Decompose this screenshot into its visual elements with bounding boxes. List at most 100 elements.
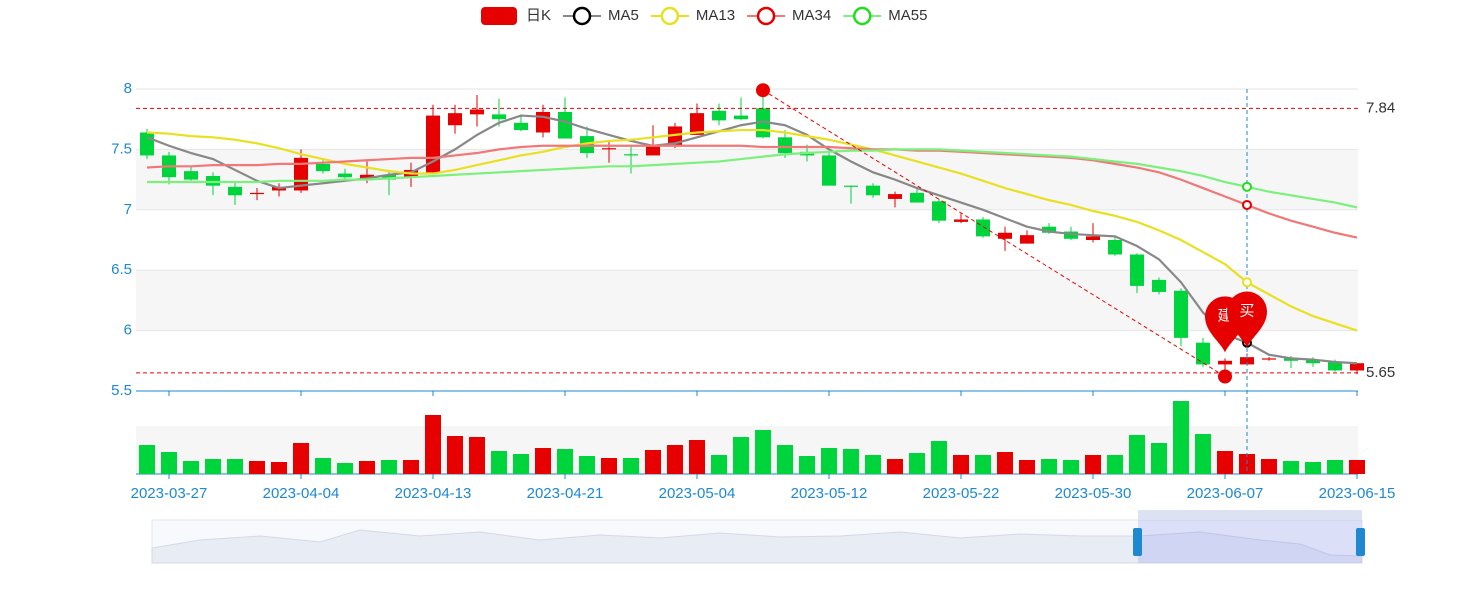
volume-bar xyxy=(315,458,331,474)
slider-handle[interactable] xyxy=(1133,528,1142,556)
candle-body xyxy=(470,109,484,115)
volume-bar xyxy=(469,437,485,474)
candle-body xyxy=(228,186,242,196)
candle-body xyxy=(1350,363,1364,371)
legend-icon xyxy=(481,7,517,25)
pin-shape xyxy=(1227,291,1267,348)
data-zoom-slider[interactable] xyxy=(151,510,1365,564)
volume-bar xyxy=(865,455,881,474)
legend-icon xyxy=(756,6,776,26)
volume-bar xyxy=(777,445,793,474)
mark-line-label: 5.65 xyxy=(1366,364,1395,381)
volume-bar xyxy=(293,443,309,474)
volume-bar xyxy=(931,441,947,474)
candle-body xyxy=(184,171,198,180)
volume-bar xyxy=(579,456,595,474)
cursor-point xyxy=(1242,277,1252,288)
volume-bar xyxy=(1349,460,1365,474)
candle-body xyxy=(558,111,572,139)
y-tick-label: 7 xyxy=(124,201,132,218)
x-tick-label: 2023-06-15 xyxy=(1319,485,1396,502)
volume-bar xyxy=(359,461,375,474)
candle-body xyxy=(602,148,616,150)
ma-line xyxy=(146,144,1358,239)
volume-bar xyxy=(711,455,727,474)
trend-point xyxy=(756,83,770,98)
legend-item[interactable]: MA34 xyxy=(747,6,831,26)
candle-body xyxy=(1196,342,1210,365)
mark-line-label: 7.84 xyxy=(1366,99,1395,116)
volume-bar xyxy=(689,440,705,474)
candle-body xyxy=(1328,362,1342,371)
slider-drag-bar[interactable] xyxy=(1138,510,1362,520)
volume-bar xyxy=(623,458,639,474)
legend-item[interactable]: MA5 xyxy=(563,6,639,26)
y-tick-label: 8 xyxy=(124,80,132,97)
x-tick-label: 2023-05-30 xyxy=(1055,485,1132,502)
volume-bar xyxy=(337,463,353,474)
candle-body xyxy=(976,219,990,237)
candle-body xyxy=(1174,290,1188,338)
volume-bar xyxy=(425,415,441,474)
split-area xyxy=(136,330,1358,391)
volume-bar xyxy=(667,445,683,474)
volume-bar xyxy=(403,460,419,474)
candle-body xyxy=(316,163,330,172)
volume-bar xyxy=(1041,459,1057,474)
slider-preview xyxy=(151,529,1363,564)
legend-item[interactable]: MA13 xyxy=(650,6,735,26)
volume-bar xyxy=(799,456,815,474)
slider-window[interactable] xyxy=(1138,520,1362,563)
candle-body xyxy=(778,137,792,154)
candle-body xyxy=(206,175,220,186)
volume-bar xyxy=(1305,462,1321,474)
legend-icon xyxy=(660,6,680,26)
legend-label: 日K xyxy=(526,7,551,24)
candle-body xyxy=(250,192,264,195)
volume-bar xyxy=(733,437,749,474)
candle-body xyxy=(492,114,506,120)
volume-bar xyxy=(1019,460,1035,474)
candle-body xyxy=(866,185,880,196)
volume-bar xyxy=(205,459,221,474)
ma-line xyxy=(147,148,1358,209)
candle-body xyxy=(954,219,968,222)
legend-label: MA13 xyxy=(696,7,735,24)
candle-body xyxy=(844,185,858,187)
volume-bar xyxy=(953,455,969,474)
volume-bar xyxy=(249,461,265,474)
candle-body xyxy=(448,113,462,126)
candle-body xyxy=(536,111,550,133)
volume-bar xyxy=(1107,455,1123,474)
legend-label: MA5 xyxy=(608,7,639,24)
x-tick-label: 2023-05-22 xyxy=(923,485,1000,502)
candle-body xyxy=(822,155,836,186)
split-area xyxy=(136,209,1358,271)
volume-bar xyxy=(645,450,661,474)
candle-body xyxy=(338,173,352,178)
volume-bar xyxy=(843,449,859,474)
volume-bar xyxy=(491,451,507,474)
candle-body xyxy=(998,232,1012,239)
x-tick-label: 2023-03-27 xyxy=(131,485,208,502)
candle-body xyxy=(734,115,748,120)
volume-bar xyxy=(535,448,551,474)
x-tick-label: 2023-04-04 xyxy=(263,485,340,502)
volume-bar xyxy=(227,459,243,474)
slider-handle[interactable] xyxy=(1356,528,1365,556)
volume-bar xyxy=(1063,460,1079,474)
y-tick-label: 6.5 xyxy=(111,261,132,278)
volume-bar xyxy=(755,430,771,474)
x-tick-label: 2023-04-13 xyxy=(395,485,472,502)
legend-item[interactable]: 日K xyxy=(481,7,551,25)
volume-bar xyxy=(975,455,991,474)
volume-bar xyxy=(1085,455,1101,474)
volume-bar xyxy=(447,436,463,474)
candle-body xyxy=(646,145,660,156)
legend-item[interactable]: MA55 xyxy=(843,6,927,26)
pin-label: 买 xyxy=(1239,303,1254,320)
y-tick-label: 7.5 xyxy=(111,140,132,157)
candle-body xyxy=(624,154,638,156)
y-tick-label: 5.5 xyxy=(111,382,132,399)
